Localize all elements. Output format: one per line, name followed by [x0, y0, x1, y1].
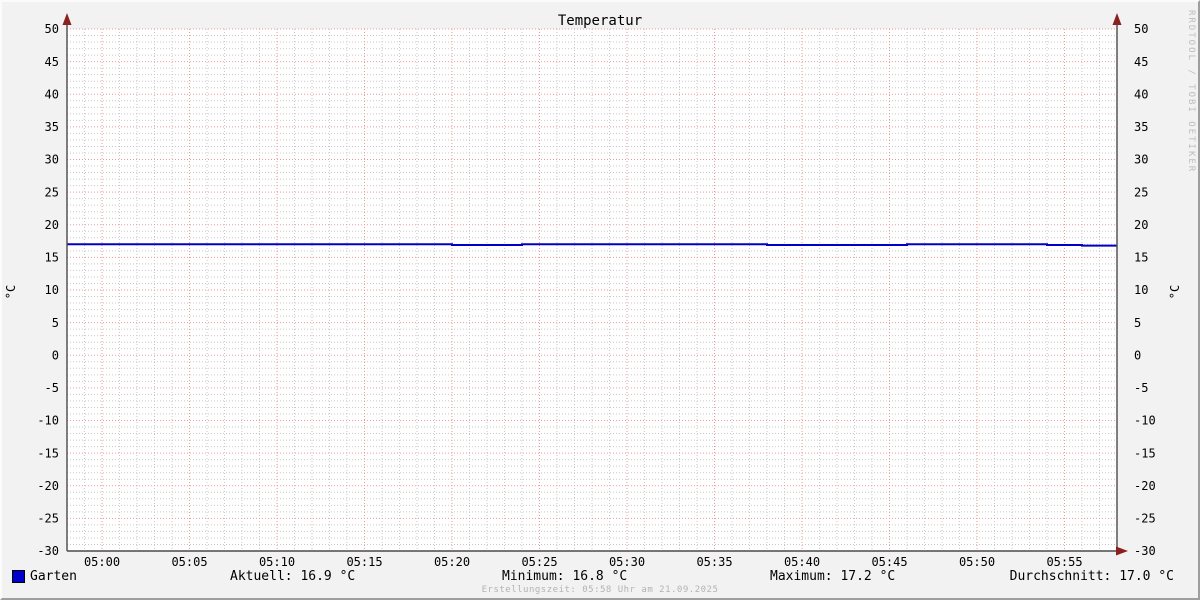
y-tick-label-left: -30 — [37, 544, 59, 558]
x-tick-label: 05:40 — [784, 555, 820, 569]
y-tick-label-left: 50 — [45, 22, 59, 36]
y-axis-arrow-left — [62, 13, 72, 25]
y-tick-label-left: -20 — [37, 479, 59, 493]
series-color-swatch — [12, 570, 25, 583]
y-tick-label-right: 0 — [1134, 348, 1141, 362]
y-tick-label-left: 10 — [45, 283, 59, 297]
y-tick-label-right: 10 — [1134, 283, 1148, 297]
y-tick-label-right: -20 — [1134, 479, 1156, 493]
y-tick-label-right: 25 — [1134, 185, 1148, 199]
y-tick-label-left: 45 — [45, 55, 59, 69]
y-tick-label-right: 40 — [1134, 87, 1148, 101]
y-tick-label-right: 35 — [1134, 120, 1148, 134]
creation-timestamp: Erstellungszeit: 05:58 Uhr am 21.09.2025 — [481, 585, 719, 595]
y-tick-label-right: -10 — [1134, 414, 1156, 428]
y-tick-label-right: 20 — [1134, 218, 1148, 232]
legend-average-value: Durchschnitt: 17.0 °C — [1009, 569, 1174, 584]
y-axis-unit-right: °C — [1168, 284, 1183, 300]
y-tick-label-right: 15 — [1134, 251, 1148, 265]
x-tick-label: 05:05 — [171, 555, 207, 569]
legend-current-value: Aktuell: 16.9 °C — [230, 569, 356, 584]
y-tick-label-right: -25 — [1134, 512, 1156, 526]
y-tick-label-left: 15 — [45, 251, 59, 265]
x-tick-label: 05:30 — [609, 555, 645, 569]
rrdtool-watermark: RRDTOOL / TOBI OETIKER — [1186, 10, 1196, 174]
x-tick-label: 05:25 — [521, 555, 557, 569]
y-tick-label-left: -5 — [45, 381, 59, 395]
x-axis-arrow — [1116, 546, 1128, 556]
y-tick-label-left: 0 — [52, 348, 59, 362]
y-tick-label-left: 30 — [45, 153, 59, 167]
y-tick-label-right: 50 — [1134, 22, 1148, 36]
y-tick-label-right: 5 — [1134, 316, 1141, 330]
x-tick-label: 05:15 — [346, 555, 382, 569]
y-axis-unit-left: °C — [4, 284, 19, 300]
x-tick-label: 05:50 — [959, 555, 995, 569]
y-tick-label-left: -25 — [37, 512, 59, 526]
y-tick-label-left: 5 — [52, 316, 59, 330]
x-tick-label: 05:55 — [1046, 555, 1082, 569]
chart-title: Temperatur — [557, 13, 643, 29]
y-tick-label-left: 40 — [45, 87, 59, 101]
y-axis-arrow-right — [1112, 13, 1122, 25]
y-tick-label-left: 25 — [45, 185, 59, 199]
legend-series-label: Garten — [30, 569, 77, 584]
y-tick-label-right: -5 — [1134, 381, 1148, 395]
y-tick-label-right: -15 — [1134, 446, 1156, 460]
x-tick-label: 05:00 — [84, 555, 120, 569]
y-tick-label-left: 35 — [45, 120, 59, 134]
y-tick-label-right: 30 — [1134, 153, 1148, 167]
y-tick-label-left: -15 — [37, 446, 59, 460]
legend-maximum-value: Maximum: 17.2 °C — [770, 569, 896, 584]
x-tick-label: 05:35 — [696, 555, 732, 569]
legend-minimum-value: Minimum: 16.8 °C — [502, 569, 628, 584]
y-tick-label-left: 20 — [45, 218, 59, 232]
y-tick-label-right: 45 — [1134, 55, 1148, 69]
y-tick-label-right: -30 — [1134, 544, 1156, 558]
y-tick-label-left: -10 — [37, 414, 59, 428]
series-line-garten — [67, 243, 1117, 247]
x-tick-label: 05:10 — [259, 555, 295, 569]
x-tick-label: 05:20 — [434, 555, 470, 569]
x-tick-label: 05:45 — [871, 555, 907, 569]
legend-row: Garten Aktuell: 16.9 °C Minimum: 16.8 °C… — [2, 569, 1198, 585]
